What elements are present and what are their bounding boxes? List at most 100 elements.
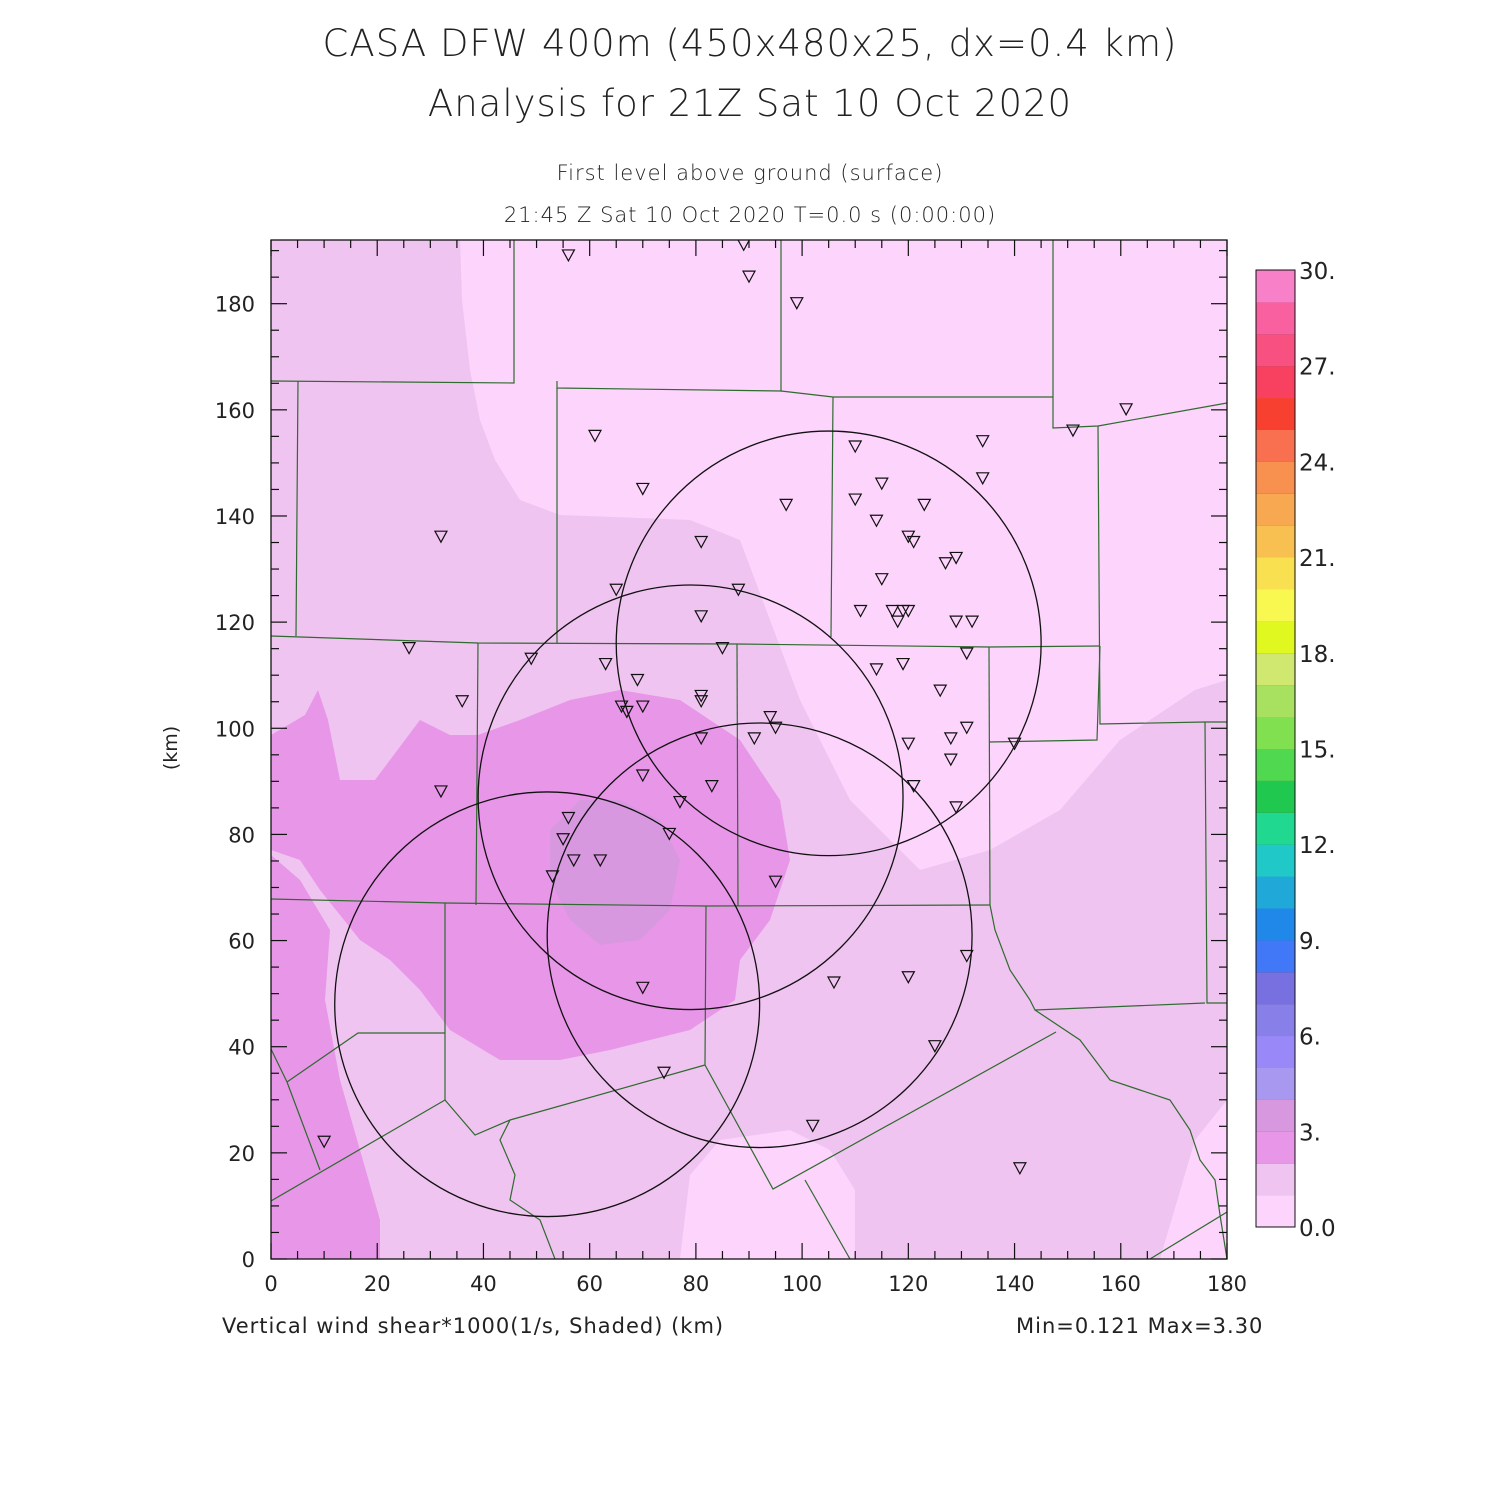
colorbar-swatch	[1256, 1163, 1295, 1196]
county-boundaries	[271, 240, 1227, 1259]
station-marker	[635, 981, 650, 995]
axis-ticks	[270, 240, 1228, 1260]
colorbar-swatch	[1256, 1035, 1295, 1068]
station-marker	[694, 535, 709, 549]
station-marker	[959, 647, 974, 661]
colorbar-swatch	[1256, 844, 1295, 877]
station-marker	[885, 604, 900, 618]
colorbar-labels: 0.0 3. 6. 9. 12. 15. 18. 21. 24. 27. 30.	[1299, 259, 1336, 1242]
x-tick-label: 20	[364, 1272, 391, 1296]
station-marker	[715, 642, 730, 655]
station-marker	[747, 732, 762, 746]
station-marker	[524, 652, 539, 666]
station-marker	[731, 583, 746, 597]
station-marker	[768, 875, 783, 889]
colorbar	[1256, 269, 1295, 1228]
station-marker	[662, 827, 677, 841]
station-marker	[593, 854, 608, 868]
station-marker	[556, 833, 571, 846]
x-tick-label: 40	[470, 1272, 497, 1296]
station-marker	[694, 695, 709, 708]
colorbar-label: 3.	[1299, 1120, 1321, 1146]
station-marker	[938, 557, 953, 570]
colorbar-swatch	[1256, 429, 1295, 462]
y-tick-label: 60	[228, 930, 255, 954]
station-marker	[901, 737, 916, 751]
y-tick-label: 120	[215, 611, 255, 635]
colorbar-frame	[1255, 269, 1296, 1228]
y-tick-label: 20	[228, 1142, 255, 1166]
plot-title-line1: CASA DFW 400m (450x480x25, dx=0.4 km)	[322, 22, 1178, 65]
colorbar-swatch	[1256, 684, 1295, 718]
colorbar-label: 0.0	[1299, 1216, 1336, 1242]
colorbar-swatch	[1256, 812, 1295, 845]
plot-title-line2: Analysis for 21Z Sat 10 Oct 2020	[427, 82, 1073, 125]
station-marker	[917, 498, 932, 512]
y-tick-label: 80	[228, 823, 255, 847]
x-tick-label: 80	[683, 1272, 710, 1296]
station-marker	[635, 769, 650, 783]
station-marker	[853, 604, 868, 618]
station-marker	[869, 663, 884, 677]
colorbar-swatch	[1256, 971, 1295, 1005]
colorbar-swatch	[1256, 461, 1295, 494]
colorbar-label: 12.	[1299, 833, 1336, 859]
x-tick-labels: 0 20 40 60 80 100 120 140 160 180	[264, 1272, 1247, 1296]
radar-ring-1	[334, 791, 761, 1218]
station-marker	[959, 721, 974, 735]
colorbar-swatch	[1256, 620, 1295, 654]
station-marker	[949, 551, 964, 565]
colorbar-swatch	[1256, 876, 1295, 909]
station-marker	[975, 472, 990, 486]
y-tick-label: 140	[215, 505, 255, 529]
station-marker	[598, 657, 613, 671]
colorbar-label: 15.	[1299, 738, 1336, 764]
colorbar-swatch	[1256, 939, 1295, 973]
station-marker	[943, 732, 958, 746]
colorbar-label: 24.	[1299, 450, 1336, 476]
minmax-caption: Min=0.121 Max=3.30	[1016, 1314, 1264, 1338]
station-marker	[402, 642, 417, 655]
station-marker	[949, 615, 964, 629]
y-tick-label: 100	[215, 717, 255, 741]
y-axis-label: (km)	[160, 726, 182, 770]
station-marker	[433, 785, 448, 799]
station-marker	[826, 976, 841, 990]
station-marker	[965, 615, 980, 629]
colorbar-swatch	[1256, 589, 1295, 622]
y-tick-label: 180	[215, 293, 255, 317]
station-marker	[704, 780, 719, 793]
station-markers	[317, 240, 1134, 1176]
station-marker	[959, 949, 974, 963]
station-marker	[848, 493, 863, 507]
colorbar-swatch	[1256, 1131, 1295, 1164]
colorbar-swatch	[1256, 908, 1295, 941]
station-marker	[874, 573, 889, 586]
station-marker	[694, 732, 709, 746]
radar-ring-3	[546, 722, 973, 1149]
station-marker	[672, 795, 687, 809]
station-marker	[619, 705, 634, 719]
station-marker	[779, 498, 794, 512]
station-marker	[455, 695, 470, 708]
colorbar-swatch	[1256, 270, 1295, 303]
colorbar-swatch	[1256, 493, 1295, 526]
station-marker	[1012, 1162, 1027, 1176]
station-marker	[901, 604, 916, 618]
station-marker	[901, 971, 916, 984]
station-marker	[317, 1135, 332, 1149]
station-marker	[587, 429, 602, 443]
colorbar-swatch	[1256, 365, 1295, 399]
x-tick-label: 60	[576, 1272, 603, 1296]
station-marker	[630, 673, 645, 687]
station-marker	[848, 440, 863, 454]
colorbar-swatch	[1256, 557, 1295, 590]
x-tick-label: 0	[264, 1272, 277, 1296]
shading-mid-west	[271, 690, 790, 1060]
colorbar-swatch	[1256, 397, 1295, 430]
colorbar-swatch	[1256, 1195, 1295, 1228]
x-tick-label: 100	[782, 1272, 822, 1296]
y-tick-labels: 0 20 40 60 80 100 120 140 160 180	[215, 293, 255, 1272]
station-marker	[906, 780, 921, 793]
